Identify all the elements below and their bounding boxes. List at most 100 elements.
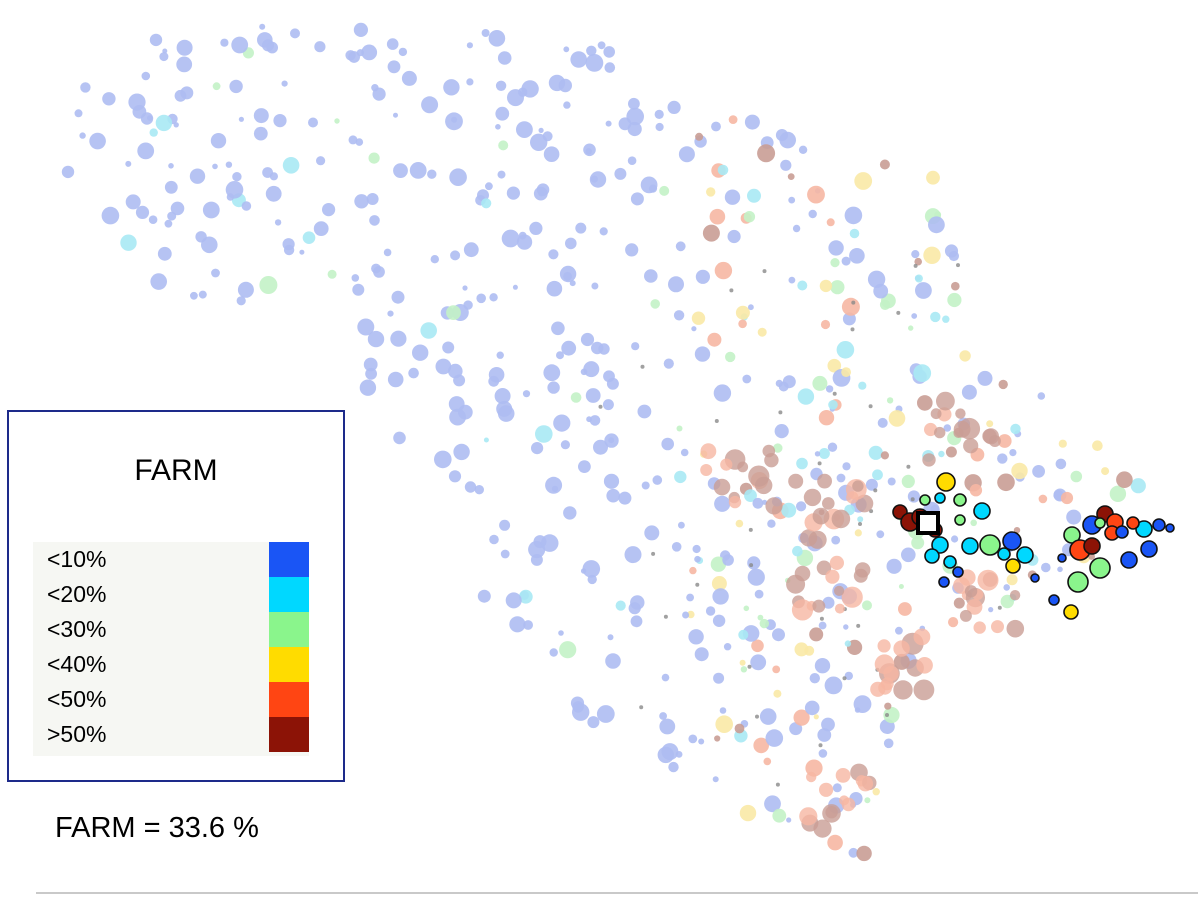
map-point xyxy=(618,491,632,505)
map-point xyxy=(951,281,960,291)
map-point xyxy=(259,23,266,30)
map-point xyxy=(553,414,571,432)
map-point xyxy=(674,470,687,484)
map-point xyxy=(558,78,572,93)
map-point xyxy=(735,305,750,320)
map-point xyxy=(873,488,878,493)
map-point xyxy=(743,605,750,612)
map-point xyxy=(668,761,679,773)
map-point xyxy=(691,326,697,332)
map-point xyxy=(489,534,499,545)
map-point xyxy=(844,206,863,225)
map-point xyxy=(543,364,561,382)
map-point xyxy=(210,133,227,149)
map-point xyxy=(880,677,894,691)
map-point xyxy=(1048,594,1060,606)
map-point xyxy=(698,738,705,745)
map-point xyxy=(814,658,831,674)
map-point xyxy=(412,344,429,361)
map-point xyxy=(1003,584,1010,591)
map-point xyxy=(738,319,747,329)
map-point xyxy=(883,706,900,724)
map-point xyxy=(796,501,807,512)
map-point xyxy=(421,96,439,114)
map-point xyxy=(998,379,1008,390)
map-point xyxy=(788,276,796,284)
selected-location-marker[interactable] xyxy=(916,511,940,535)
map-point xyxy=(792,545,803,557)
map-point xyxy=(689,566,697,575)
map-point xyxy=(180,86,194,100)
map-point xyxy=(773,443,783,453)
map-point xyxy=(225,161,233,168)
map-point xyxy=(824,676,843,695)
map-point xyxy=(159,52,169,62)
map-point xyxy=(120,234,137,251)
map-point xyxy=(719,707,727,714)
map-point xyxy=(678,521,685,529)
map-point xyxy=(700,443,717,460)
map-point xyxy=(826,218,835,227)
map-point xyxy=(775,782,780,787)
map-point xyxy=(585,388,601,403)
map-point xyxy=(843,624,849,630)
map-point xyxy=(125,160,132,167)
map-point xyxy=(713,384,732,402)
map-point xyxy=(663,614,668,619)
map-point xyxy=(599,227,608,236)
map-point xyxy=(827,834,843,851)
map-point xyxy=(883,738,894,749)
map-point xyxy=(751,639,764,653)
map-point xyxy=(135,205,150,219)
map-point xyxy=(832,783,842,793)
map-point xyxy=(945,446,957,458)
map-point xyxy=(485,182,493,191)
map-point xyxy=(363,357,378,372)
map-point xyxy=(973,502,991,520)
map-point xyxy=(786,574,806,594)
map-point xyxy=(558,630,564,636)
map-point xyxy=(887,477,896,486)
map-point xyxy=(1083,537,1101,555)
map-point xyxy=(168,163,174,169)
map-point xyxy=(997,547,1011,561)
map-point xyxy=(767,519,776,528)
map-point xyxy=(675,751,683,758)
map-point xyxy=(818,621,827,630)
map-point xyxy=(787,173,795,181)
map-point xyxy=(637,404,652,419)
map-point xyxy=(813,714,819,720)
map-point xyxy=(930,311,941,323)
map-point xyxy=(582,560,601,578)
legend-label: <30% xyxy=(47,616,107,642)
map-point xyxy=(936,391,955,411)
map-point xyxy=(744,489,757,502)
map-point xyxy=(812,507,830,525)
map-point xyxy=(148,215,158,224)
map-point xyxy=(948,617,959,628)
map-point xyxy=(149,33,163,47)
map-point xyxy=(1002,531,1022,551)
map-point xyxy=(712,776,719,783)
map-point xyxy=(366,193,379,205)
map-point xyxy=(625,243,639,257)
map-point xyxy=(464,481,477,493)
map-point xyxy=(911,313,918,319)
legend-label: <20% xyxy=(47,581,107,607)
map-point xyxy=(828,240,844,256)
map-point xyxy=(757,614,764,621)
map-point xyxy=(792,224,801,233)
map-point xyxy=(630,192,644,206)
map-point xyxy=(836,341,855,359)
map-point xyxy=(1009,590,1021,601)
map-point xyxy=(819,279,833,293)
map-point xyxy=(842,676,847,681)
map-point xyxy=(659,712,667,720)
map-point xyxy=(518,87,528,97)
map-point xyxy=(1009,449,1017,457)
map-point xyxy=(877,417,888,428)
map-point xyxy=(835,768,851,783)
map-point xyxy=(1011,462,1028,480)
map-point xyxy=(449,408,466,426)
